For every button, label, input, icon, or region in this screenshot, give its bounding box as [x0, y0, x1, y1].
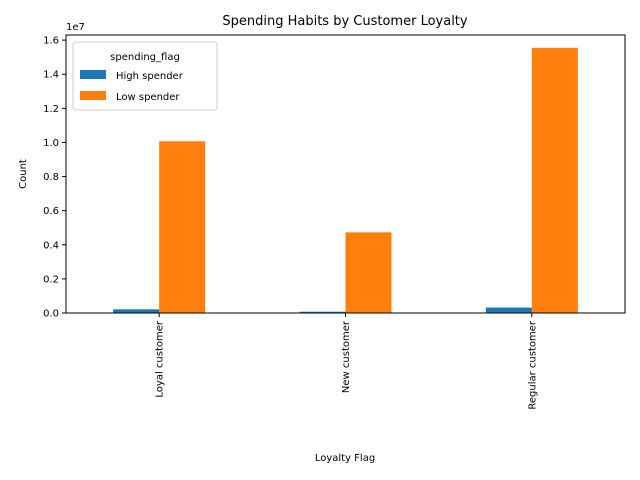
- legend-title: spending_flag: [110, 52, 180, 63]
- legend: spending_flag High spender Low spender: [72, 41, 218, 111]
- legend-label-high-spender: High spender: [116, 71, 184, 82]
- chart-title: Spending Habits by Customer Loyalty: [222, 14, 468, 29]
- x-axis-label: Loyalty Flag: [315, 453, 375, 464]
- bar-high-spender: [113, 309, 160, 313]
- y-tick-label: 0.8: [43, 172, 59, 183]
- y-tick-label: 0.0: [43, 309, 59, 320]
- x-tick-label: New customer: [341, 320, 352, 393]
- y-scale-label: 1e7: [66, 22, 85, 33]
- x-axis-ticks: Loyal customer New customer Regular custom…: [155, 313, 538, 410]
- y-tick-label: 1.4: [43, 70, 59, 81]
- y-axis-ticks: 0.0 0.2 0.4 0.6 0.8 1.0 1.2 1.4 1.6: [43, 36, 66, 320]
- x-tick-label: Regular customer: [527, 320, 538, 410]
- y-tick-label: 1.2: [43, 104, 59, 115]
- bar-low-spender: [345, 232, 392, 313]
- bar-low-spender: [531, 47, 578, 313]
- legend-label-low-spender: Low spender: [116, 92, 180, 103]
- x-tick-label: Loyal customer: [155, 320, 166, 397]
- bar-low-spender: [159, 141, 206, 313]
- y-tick-label: 1.0: [43, 138, 59, 149]
- legend-swatch-low-spender: [80, 91, 106, 100]
- y-axis-label: Count: [18, 159, 29, 189]
- legend-swatch-high-spender: [80, 70, 106, 79]
- y-tick-label: 0.2: [43, 274, 59, 285]
- bar-high-spender: [485, 307, 532, 313]
- bars-group: [113, 47, 578, 313]
- y-tick-label: 0.6: [43, 206, 59, 217]
- legend-box: [72, 41, 218, 111]
- y-tick-label: 0.4: [43, 240, 59, 251]
- y-tick-label: 1.6: [43, 36, 59, 47]
- bar-high-spender: [299, 311, 346, 313]
